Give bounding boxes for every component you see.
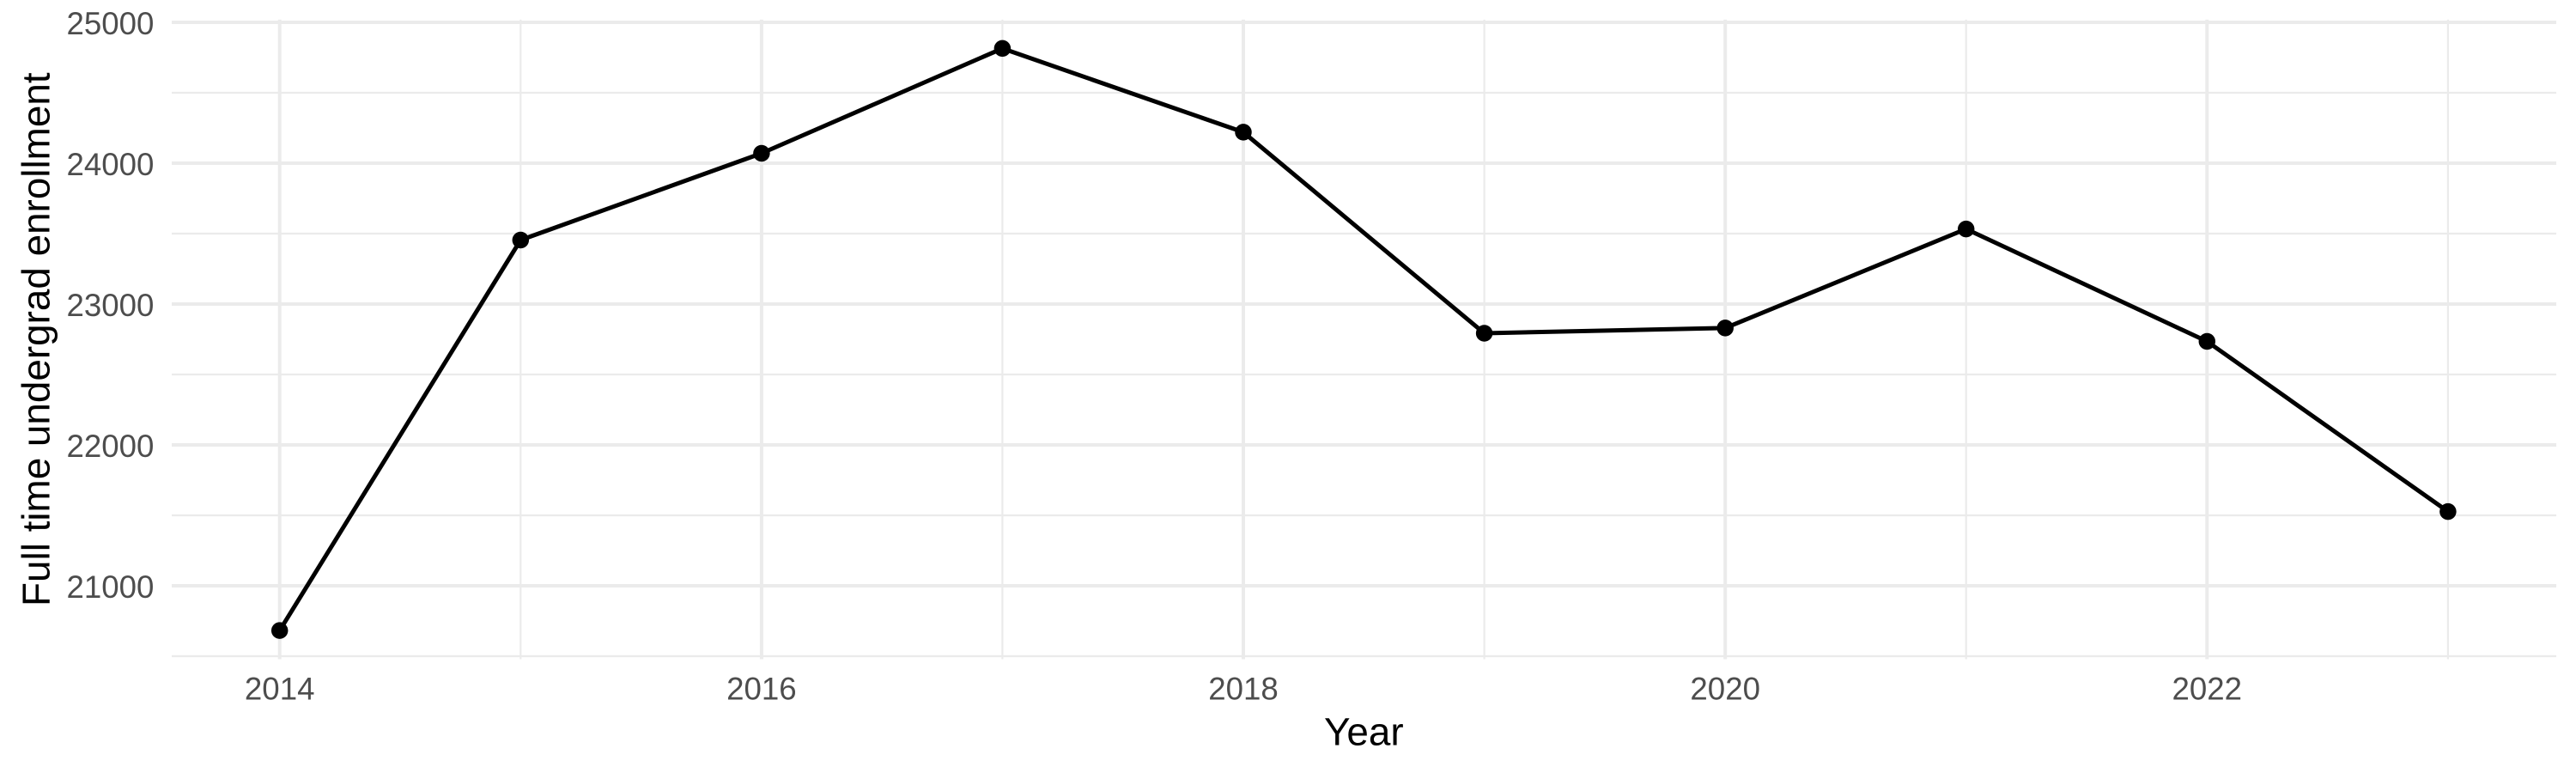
svg-text:2016: 2016	[726, 671, 797, 706]
svg-text:Full time undergrad enrollment: Full time undergrad enrollment	[15, 72, 58, 606]
svg-text:2020: 2020	[1690, 671, 1760, 706]
svg-text:2018: 2018	[1208, 671, 1279, 706]
svg-text:Year: Year	[1324, 710, 1404, 754]
svg-text:21000: 21000	[66, 569, 154, 605]
svg-text:2022: 2022	[2172, 671, 2243, 706]
svg-text:23000: 23000	[66, 288, 154, 323]
svg-text:22000: 22000	[66, 429, 154, 464]
svg-text:2014: 2014	[245, 671, 315, 706]
svg-text:25000: 25000	[66, 6, 154, 41]
svg-text:24000: 24000	[66, 147, 154, 182]
